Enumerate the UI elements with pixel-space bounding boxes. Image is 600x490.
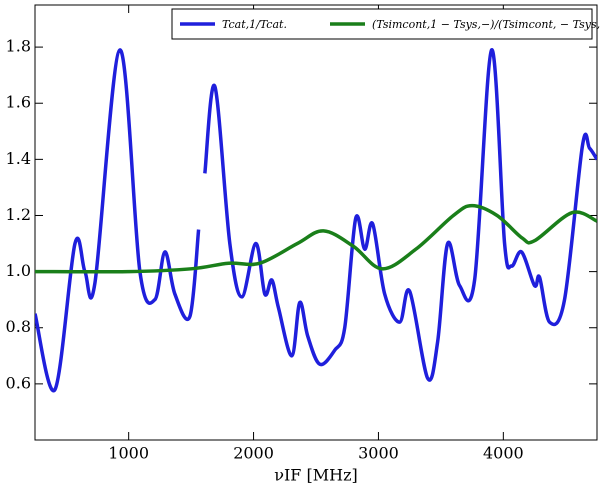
legend-label: Tcat,1/Tcat. (222, 18, 287, 31)
legend-label: (Tsimcont,1 − Tsys,−)/(Tsimcont, − Tsys,… (372, 18, 600, 31)
y-tick-label: 0.8 (6, 317, 31, 336)
y-tick-label: 1.4 (6, 149, 31, 168)
y-tick-label: 1.2 (6, 205, 31, 224)
x-tick-label: 2000 (233, 444, 274, 463)
y-tick-label: 1.8 (6, 37, 31, 56)
legend-box (171, 8, 593, 40)
y-tick-label: 1.0 (6, 261, 31, 280)
y-tick-label: 0.6 (6, 373, 31, 392)
plot-frame (34, 4, 598, 441)
x-tick-label: 1000 (108, 444, 149, 463)
x-axis-label: νIF [MHz] (274, 466, 357, 485)
y-tick-label: 1.6 (6, 93, 31, 112)
x-tick-label: 4000 (483, 444, 524, 463)
series-line (35, 203, 597, 274)
series-line (35, 48, 597, 393)
x-tick-label: 3000 (358, 444, 399, 463)
